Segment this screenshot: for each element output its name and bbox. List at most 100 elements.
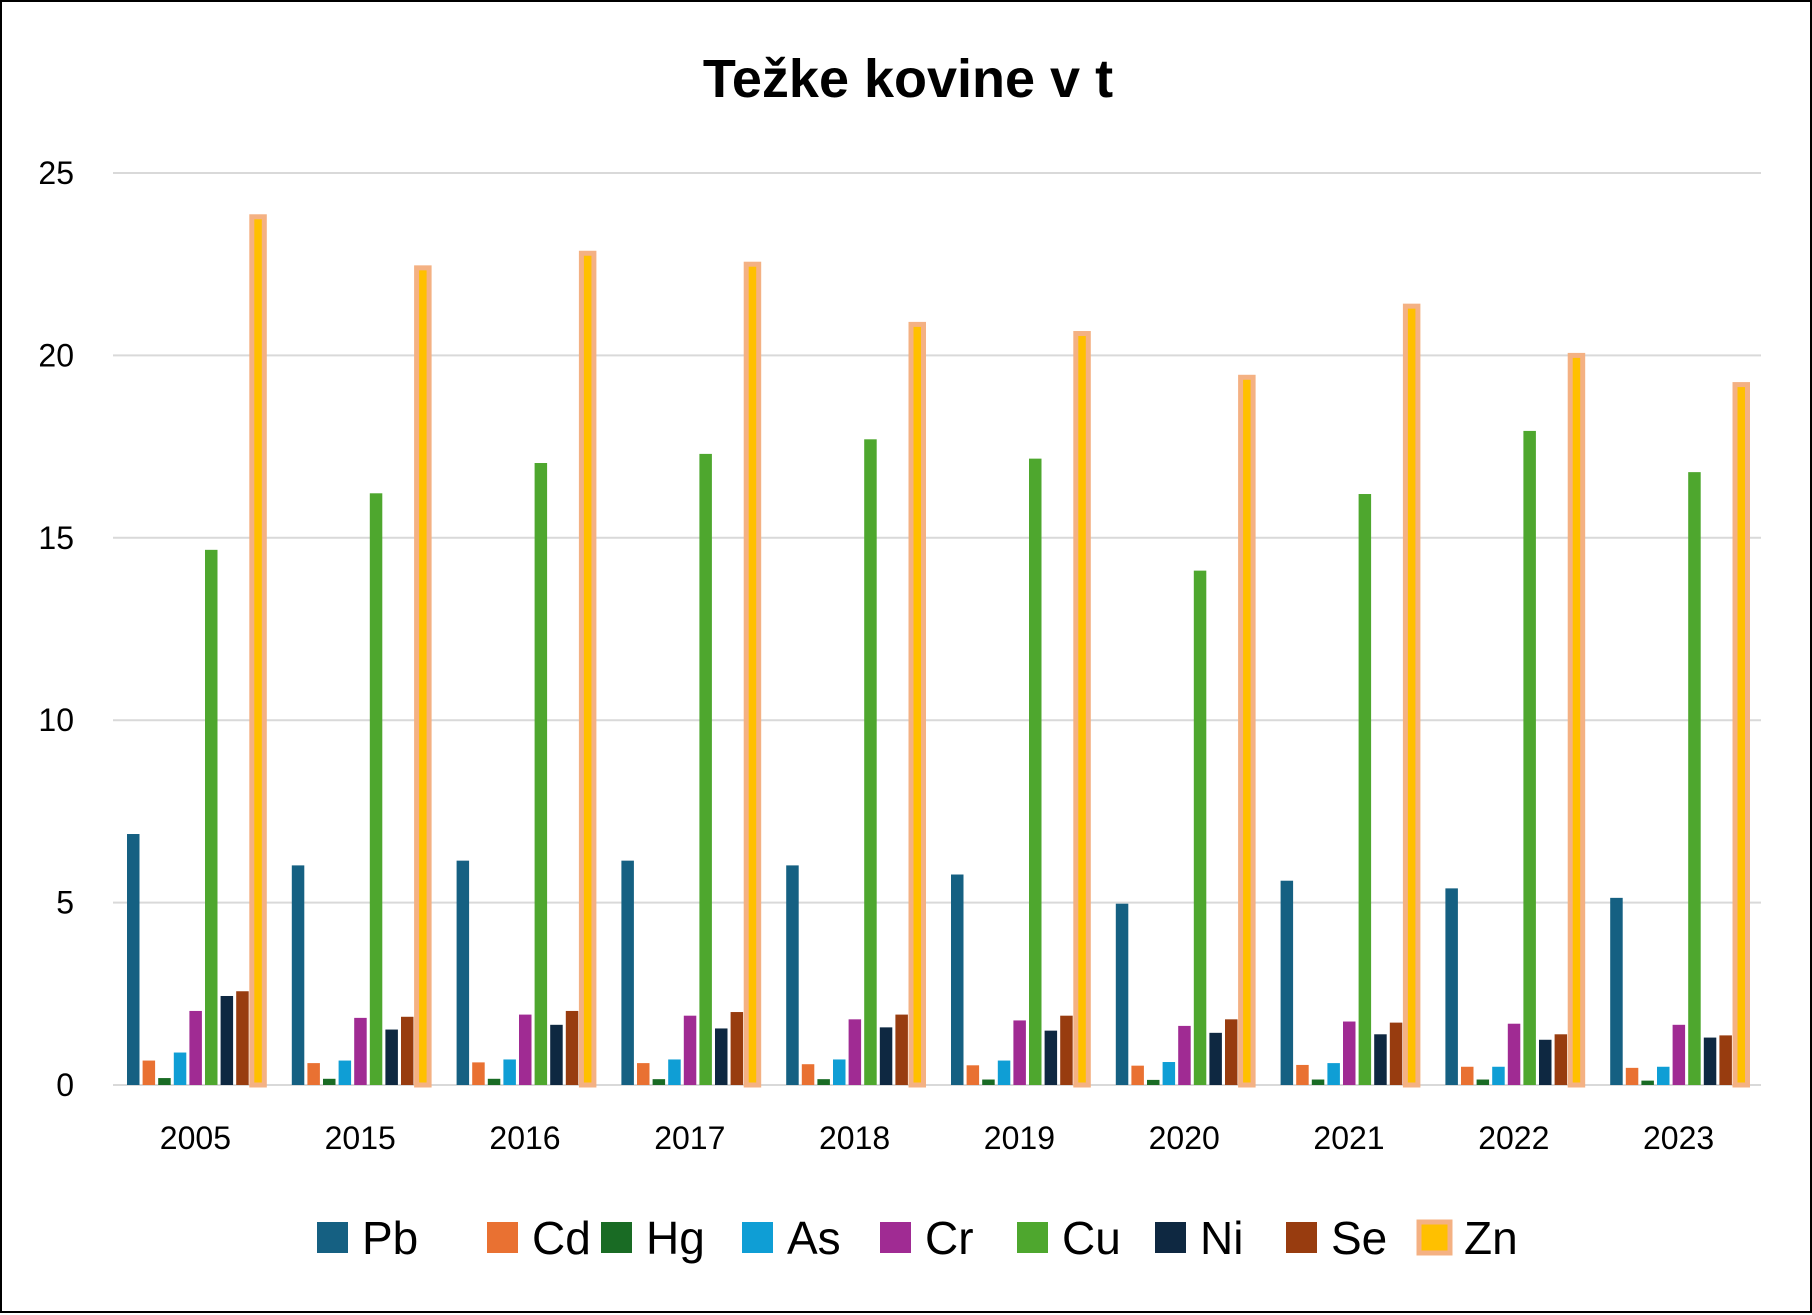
legend-item-pb: Pb	[317, 1212, 418, 1264]
bar-se-2015	[401, 1016, 414, 1085]
bar-ni-2016	[550, 1024, 563, 1085]
legend-swatch	[1155, 1222, 1186, 1253]
bar-se-2022	[1554, 1034, 1568, 1085]
bar-cd-2020	[1131, 1065, 1144, 1085]
x-tick-label: 2005	[160, 1120, 231, 1156]
bar-cu-2015	[369, 493, 383, 1085]
bar-pb-2023	[1610, 897, 1623, 1085]
bar-ni-2023	[1703, 1037, 1717, 1085]
bar-cd-2017	[637, 1063, 650, 1085]
legend-swatch	[487, 1222, 518, 1253]
legend-swatch	[1017, 1222, 1048, 1253]
y-tick-label: 15	[38, 520, 74, 556]
x-tick-label: 2017	[654, 1120, 725, 1156]
bar-se-2016	[565, 1010, 579, 1085]
bar-cr-2022	[1507, 1023, 1521, 1085]
x-tick-label: 2023	[1643, 1120, 1714, 1156]
bar-zn-2016	[578, 250, 597, 1088]
bar-hg-2022	[1476, 1079, 1490, 1085]
y-tick-label: 5	[56, 885, 74, 921]
bar-hg-2023	[1641, 1080, 1654, 1085]
bar-zn-2005	[249, 214, 267, 1088]
bar-cd-2005	[142, 1060, 156, 1085]
bar-zn-2021	[1402, 303, 1421, 1088]
legend-item-cd: Cd	[487, 1212, 591, 1264]
legend-label: Zn	[1464, 1212, 1518, 1264]
legend-swatch	[601, 1222, 632, 1253]
bar-ni-2019	[1044, 1030, 1058, 1085]
legend-item-as: As	[742, 1212, 841, 1264]
bar-se-2023	[1719, 1035, 1732, 1085]
bar-zn-2020	[1238, 374, 1256, 1088]
bar-pb-2018	[786, 865, 799, 1085]
x-tick-label: 2020	[1149, 1120, 1220, 1156]
bar-ni-2018	[879, 1027, 893, 1085]
bar-cd-2018	[801, 1064, 815, 1085]
y-tick-label: 10	[38, 702, 74, 738]
bar-zn-2018	[908, 321, 926, 1088]
bar-pb-2020	[1115, 903, 1129, 1085]
bar-se-2017	[730, 1012, 744, 1085]
bar-hg-2016	[487, 1078, 501, 1085]
bar-se-2005	[236, 991, 249, 1085]
bar-hg-2017	[652, 1079, 666, 1085]
bar-as-2022	[1492, 1066, 1505, 1085]
bar-cu-2005	[205, 549, 218, 1085]
legend-label: Se	[1331, 1212, 1387, 1264]
bar-cd-2023	[1625, 1067, 1639, 1085]
legend-label: Ni	[1200, 1212, 1243, 1264]
bar-ni-2017	[715, 1028, 728, 1085]
y-tick-label: 20	[38, 337, 74, 373]
bar-cu-2017	[699, 453, 712, 1085]
x-tick-label: 2015	[325, 1120, 396, 1156]
legend-swatch	[317, 1222, 348, 1253]
bar-pb-2021	[1280, 880, 1294, 1085]
bar-cr-2023	[1672, 1024, 1686, 1085]
bar-cu-2018	[864, 439, 877, 1086]
bar-cr-2017	[683, 1015, 697, 1085]
chart-title: Težke kovine v t	[703, 49, 1113, 109]
bar-cr-2019	[1013, 1020, 1026, 1085]
bar-as-2019	[997, 1060, 1011, 1085]
bar-as-2021	[1327, 1063, 1340, 1085]
legend-item-cu: Cu	[1017, 1212, 1121, 1264]
bar-as-2020	[1162, 1062, 1176, 1085]
legend-swatch	[880, 1222, 911, 1253]
legend-swatch	[1286, 1222, 1317, 1253]
bar-cu-2019	[1029, 458, 1042, 1085]
bar-ni-2022	[1539, 1039, 1552, 1085]
bar-ni-2015	[385, 1029, 398, 1085]
bar-cr-2021	[1343, 1021, 1356, 1085]
bar-cr-2015	[354, 1017, 367, 1085]
legend-swatch	[742, 1222, 773, 1253]
bar-cr-2018	[848, 1019, 862, 1085]
bar-pb-2005	[127, 834, 140, 1085]
legend-item-ni: Ni	[1155, 1212, 1243, 1264]
bar-zn-2015	[414, 265, 432, 1088]
bar-cr-2016	[519, 1014, 532, 1085]
bar-se-2021	[1389, 1022, 1403, 1085]
bar-as-2005	[173, 1052, 187, 1085]
bar-hg-2015	[323, 1078, 336, 1085]
bar-se-2018	[895, 1014, 908, 1085]
legend-label: As	[787, 1212, 841, 1264]
bar-zn-2017	[743, 261, 762, 1088]
legend-label: Cr	[925, 1212, 974, 1264]
bar-pb-2017	[621, 860, 634, 1085]
bar-pb-2022	[1445, 888, 1458, 1085]
legend-item-hg: Hg	[601, 1212, 705, 1264]
bar-cu-2022	[1523, 430, 1536, 1086]
bar-ni-2005	[220, 995, 234, 1085]
bar-hg-2019	[982, 1079, 995, 1085]
x-tick-label: 2021	[1313, 1120, 1384, 1156]
bar-cd-2019	[966, 1065, 980, 1085]
bar-ni-2020	[1209, 1032, 1222, 1085]
legend-item-zn: Zn	[1416, 1212, 1518, 1264]
bar-as-2015	[338, 1060, 352, 1085]
bar-hg-2018	[817, 1079, 830, 1085]
bar-as-2018	[833, 1059, 846, 1085]
legend-item-cr: Cr	[880, 1212, 974, 1264]
bar-hg-2020	[1147, 1079, 1160, 1085]
bar-cd-2016	[472, 1062, 485, 1085]
